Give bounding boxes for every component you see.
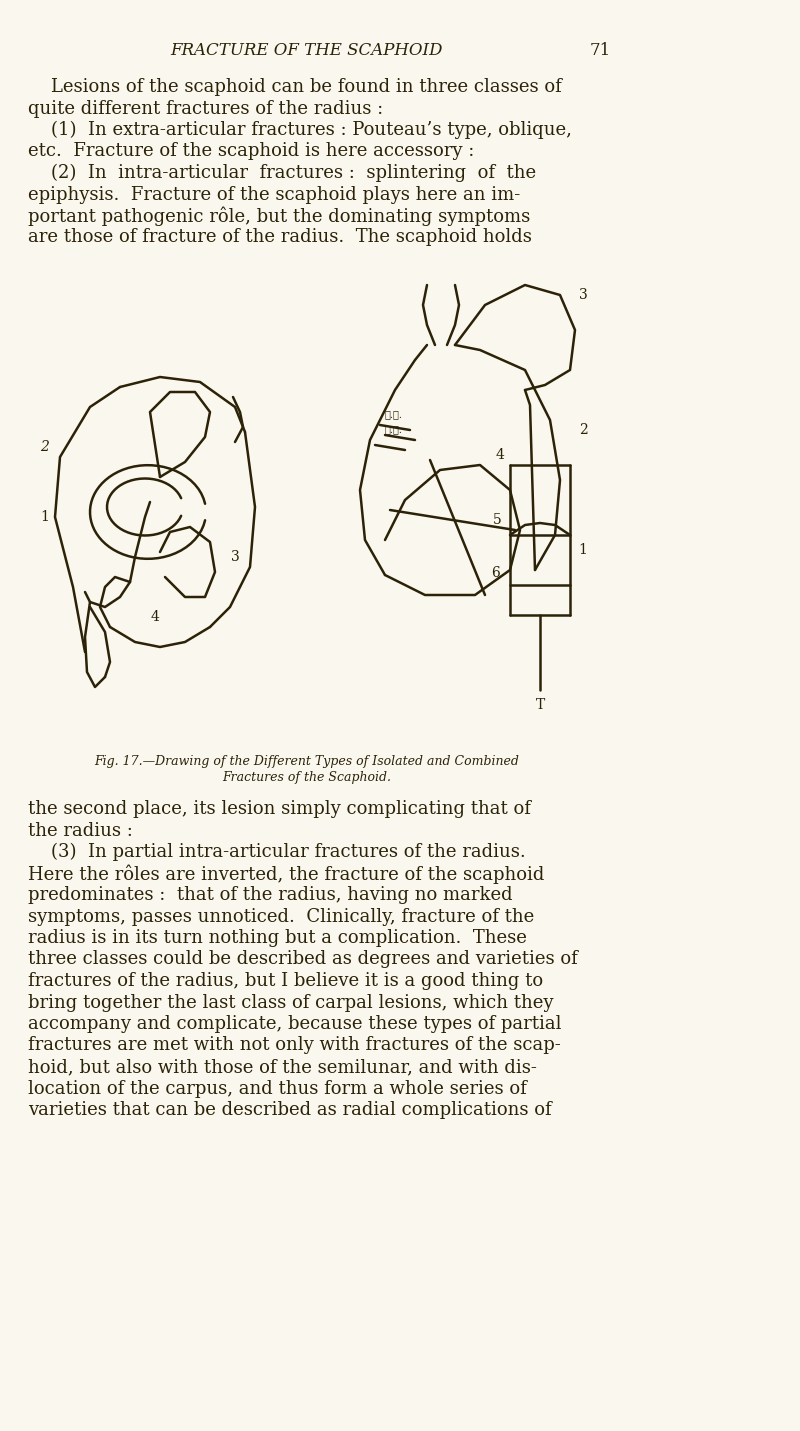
Text: 1: 1 bbox=[578, 542, 587, 557]
Text: bring together the last class of carpal lesions, which they: bring together the last class of carpal … bbox=[28, 993, 554, 1012]
Text: T: T bbox=[535, 698, 545, 713]
Text: 2: 2 bbox=[578, 424, 587, 436]
Text: hoid, but also with those of the semilunar, and with dis-: hoid, but also with those of the semilun… bbox=[28, 1058, 537, 1076]
Text: 5: 5 bbox=[493, 512, 502, 527]
Text: (1)  In extra-articular fractures : Pouteau’s type, oblique,: (1) In extra-articular fractures : Poute… bbox=[28, 122, 572, 139]
Text: 71: 71 bbox=[590, 41, 611, 59]
Text: portant pathogenic rôle, but the dominating symptoms: portant pathogenic rôle, but the dominat… bbox=[28, 207, 530, 226]
Text: the radius :: the radius : bbox=[28, 821, 133, 840]
Text: symptoms, passes unnoticed.  Clinically, fracture of the: symptoms, passes unnoticed. Clinically, … bbox=[28, 907, 534, 926]
Text: ℓ.ℓ.: ℓ.ℓ. bbox=[385, 425, 403, 435]
Text: FRACTURE OF THE SCAPHOID: FRACTURE OF THE SCAPHOID bbox=[170, 41, 443, 59]
Text: accompany and complicate, because these types of partial: accompany and complicate, because these … bbox=[28, 1015, 562, 1033]
Text: Here the rôles are inverted, the fracture of the scaphoid: Here the rôles are inverted, the fractur… bbox=[28, 864, 544, 884]
Text: 6: 6 bbox=[490, 567, 499, 580]
Text: etc.  Fracture of the scaphoid is here accessory :: etc. Fracture of the scaphoid is here ac… bbox=[28, 143, 474, 160]
Text: fractures of the radius, but I believe it is a good thing to: fractures of the radius, but I believe i… bbox=[28, 972, 543, 990]
Text: three classes could be described as degrees and varieties of: three classes could be described as degr… bbox=[28, 950, 578, 969]
Text: Fig. 17.—Drawing of the Different Types of Isolated and Combined: Fig. 17.—Drawing of the Different Types … bbox=[94, 756, 519, 768]
Text: Fractures of the Scaphoid.: Fractures of the Scaphoid. bbox=[222, 771, 391, 784]
Text: predominates :  that of the radius, having no marked: predominates : that of the radius, havin… bbox=[28, 886, 513, 904]
Text: epiphysis.  Fracture of the scaphoid plays here an im-: epiphysis. Fracture of the scaphoid play… bbox=[28, 186, 520, 203]
Text: 3: 3 bbox=[578, 288, 587, 302]
Text: 1: 1 bbox=[41, 509, 50, 524]
Text: Lesions of the scaphoid can be found in three classes of: Lesions of the scaphoid can be found in … bbox=[28, 79, 562, 96]
Text: 3: 3 bbox=[230, 550, 239, 564]
Text: radius is in its turn nothing but a complication.  These: radius is in its turn nothing but a comp… bbox=[28, 929, 527, 947]
Text: (2)  In  intra-articular  fractures :  splintering  of  the: (2) In intra-articular fractures : splin… bbox=[28, 165, 536, 182]
Text: the second place, its lesion simply complicating that of: the second place, its lesion simply comp… bbox=[28, 800, 531, 819]
Text: 4: 4 bbox=[150, 610, 159, 624]
Text: location of the carpus, and thus form a whole series of: location of the carpus, and thus form a … bbox=[28, 1079, 526, 1098]
Text: are those of fracture of the radius.  The scaphoid holds: are those of fracture of the radius. The… bbox=[28, 229, 532, 246]
Text: 4: 4 bbox=[495, 448, 505, 462]
Text: 2: 2 bbox=[41, 439, 50, 454]
Text: (3)  In partial intra-articular fractures of the radius.: (3) In partial intra-articular fractures… bbox=[28, 843, 526, 861]
Text: quite different fractures of the radius :: quite different fractures of the radius … bbox=[28, 100, 383, 117]
Text: varieties that can be described as radial complications of: varieties that can be described as radia… bbox=[28, 1100, 552, 1119]
Text: fractures are met with not only with fractures of the scap-: fractures are met with not only with fra… bbox=[28, 1036, 561, 1055]
Text: ℓ.ℓ.: ℓ.ℓ. bbox=[385, 411, 403, 419]
